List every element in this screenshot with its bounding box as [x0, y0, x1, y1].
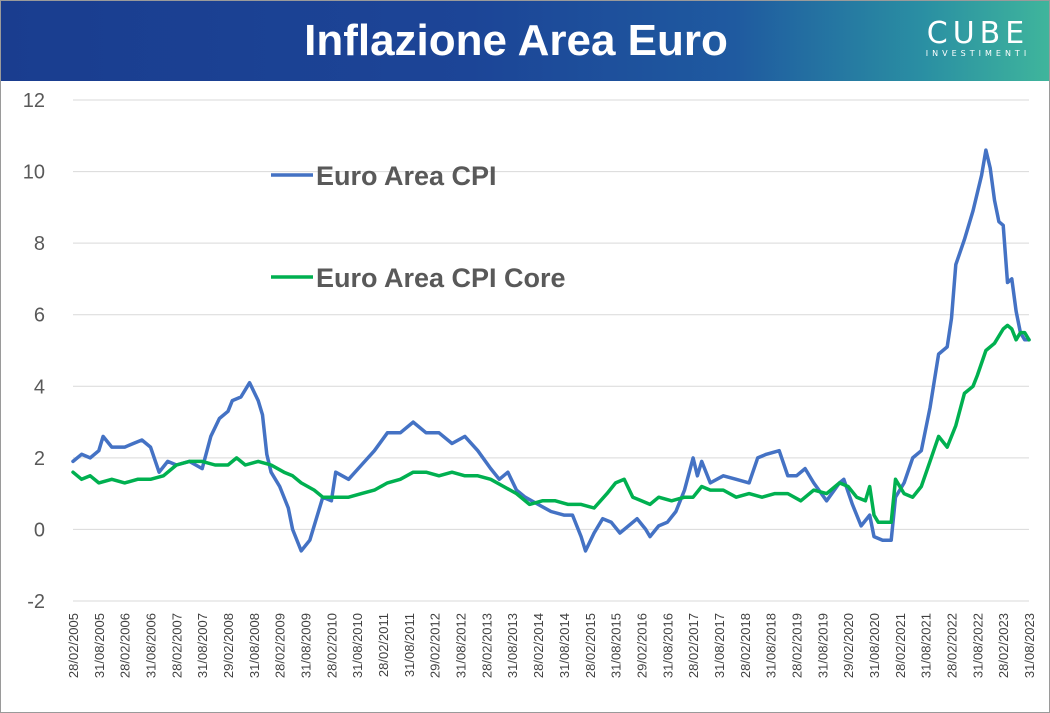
x-tick-label: 28/02/2022 [944, 613, 959, 678]
x-tick-label: 31/08/2007 [195, 613, 210, 678]
x-tick-label: 28/02/2015 [583, 613, 598, 678]
y-tick-label: -2 [27, 591, 45, 613]
cube-logo: CUBE INVESTIMENTI [919, 19, 1037, 59]
series-line [71, 148, 1031, 553]
series-lines [71, 148, 1031, 553]
header-banner: Inflazione Area Euro CUBE INVESTIMENTI [1, 1, 1049, 81]
x-tick-label: 31/08/2020 [867, 613, 882, 678]
y-tick-label: 0 [34, 519, 45, 541]
x-tick-label: 28/02/2007 [169, 613, 184, 678]
x-tick-label: 28/02/2010 [324, 613, 339, 678]
x-tick-label: 28/02/2013 [479, 613, 494, 678]
x-tick-label: 29/02/2008 [221, 613, 236, 678]
x-tick-label: 31/08/2008 [247, 613, 262, 678]
x-tick-label: 28/02/2005 [66, 613, 81, 678]
y-tick-label: 4 [34, 376, 45, 398]
x-tick-label: 31/08/2018 [764, 613, 779, 678]
logo-subtext: INVESTIMENTI [925, 49, 1031, 58]
legend: Euro Area CPI Euro Area CPI Core [271, 161, 566, 293]
x-tick-label: 28/02/2021 [893, 613, 908, 678]
x-tick-label: 28/02/2019 [789, 613, 804, 678]
x-tick-label: 28/02/2011 [376, 613, 391, 677]
x-tick-label: 28/02/2023 [996, 613, 1011, 678]
x-tick-label: 28/02/2018 [738, 613, 753, 678]
x-tick-label: 29/02/2020 [841, 613, 856, 678]
legend-label: Euro Area CPI Core [316, 263, 566, 293]
x-tick-labels: 28/02/2005 31/08/2005 28/02/2006 31/08/2006… [66, 613, 1037, 678]
gridlines [73, 99, 1029, 602]
series-line [71, 323, 1031, 525]
chart-title: Inflazione Area Euro [304, 16, 728, 65]
y-tick-labels: -2 0 2 4 6 8 10 12 [23, 90, 45, 613]
x-tick-label: 31/08/2019 [815, 613, 830, 678]
y-tick-label: 6 [34, 305, 45, 327]
x-tick-label: 29/02/2016 [634, 613, 649, 678]
x-tick-label: 31/08/2014 [557, 613, 572, 678]
x-tick-label: 31/08/2011 [402, 613, 417, 677]
x-tick-label: 31/08/2015 [609, 613, 624, 678]
y-tick-label: 2 [34, 448, 45, 470]
x-tick-label: 28/02/2006 [118, 613, 133, 678]
legend-label: Euro Area CPI [316, 161, 497, 191]
logo-word: CUBE [926, 16, 1030, 51]
x-tick-label: 31/08/2006 [144, 613, 159, 678]
x-tick-label: 29/02/2012 [428, 613, 443, 678]
x-tick-label: 31/08/2016 [660, 613, 675, 678]
x-tick-label: 28/02/2009 [273, 613, 288, 678]
x-tick-label: 31/08/2021 [919, 613, 934, 678]
x-tick-label: 31/08/2005 [92, 613, 107, 678]
x-tick-label: 31/08/2022 [970, 613, 985, 678]
x-tick-label: 31/08/2013 [505, 613, 520, 678]
x-tick-label: 28/02/2014 [531, 613, 546, 678]
y-tick-label: 8 [34, 233, 45, 255]
y-tick-label: 10 [23, 162, 45, 184]
y-tick-label: 12 [23, 90, 45, 112]
x-tick-label: 31/08/2010 [350, 613, 365, 678]
x-tick-label: 31/08/2012 [454, 613, 469, 678]
x-tick-label: 31/08/2017 [712, 613, 727, 678]
x-tick-label: 28/02/2017 [686, 613, 701, 678]
x-tick-label: 31/08/2009 [299, 613, 314, 678]
x-tick-label: 31/08/2023 [1022, 613, 1037, 678]
